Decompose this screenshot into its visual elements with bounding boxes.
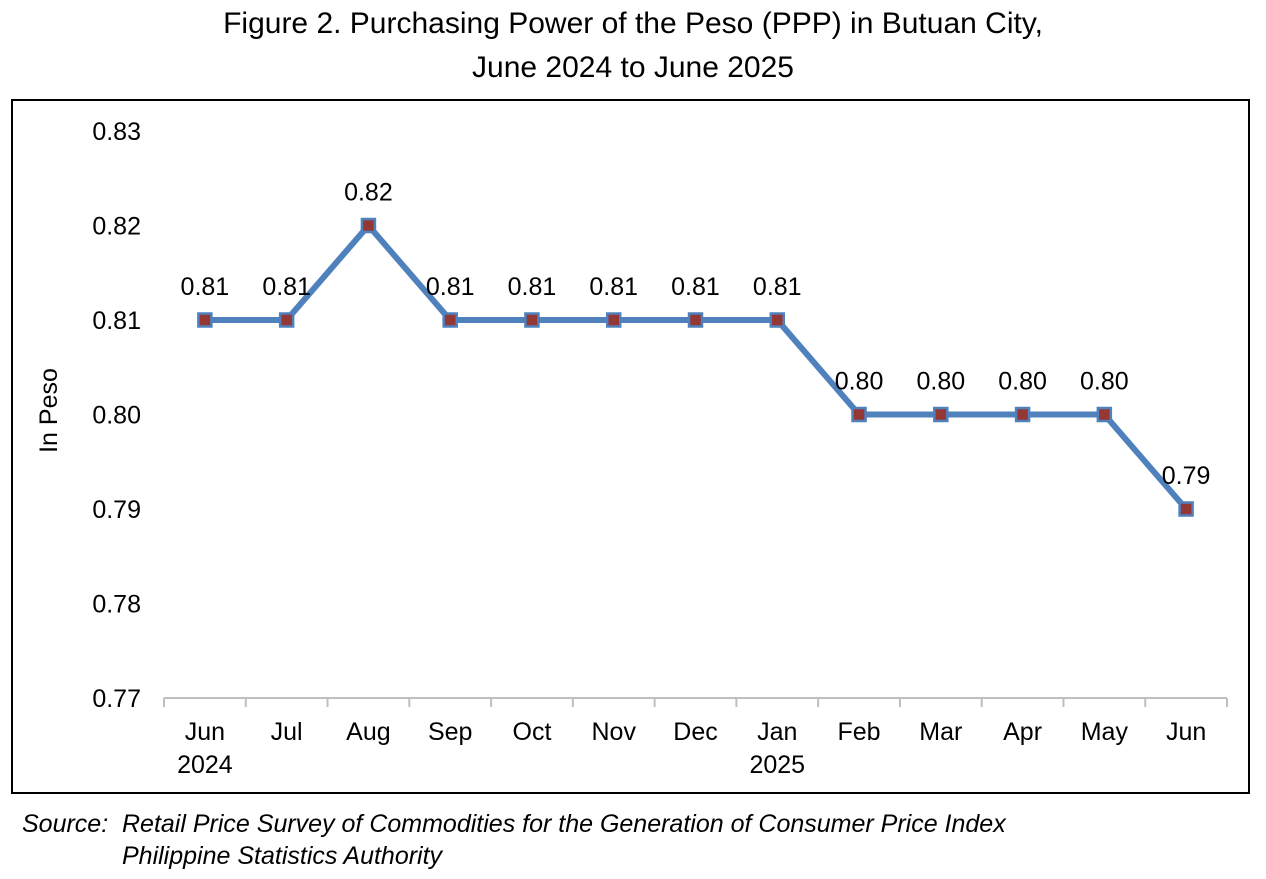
data-label: 0.80 (1080, 368, 1129, 396)
x-tick-label: Apr (1003, 718, 1042, 746)
x-tick-label: Jun (185, 718, 225, 746)
data-point (933, 406, 949, 423)
x-tick-label: Nov (591, 718, 636, 746)
data-point (1014, 406, 1031, 423)
data-label: 0.81 (589, 273, 638, 301)
x-tick-label: Jan (757, 718, 797, 746)
y-tick-label: 0.77 (92, 685, 141, 713)
x-tick-label: Mar (919, 718, 962, 746)
data-point (769, 312, 786, 328)
chart-frame (11, 99, 1250, 794)
data-point (278, 312, 295, 328)
data-point (1096, 406, 1113, 423)
y-tick-label: 0.80 (92, 402, 141, 430)
source-label: Source: (22, 810, 109, 838)
data-label: 0.81 (426, 273, 475, 301)
data-point (442, 312, 458, 328)
data-label: 0.80 (916, 368, 965, 396)
y-tick-label: 0.78 (92, 591, 141, 619)
data-label: 0.80 (835, 368, 884, 396)
data-point (851, 406, 867, 423)
x-tick-label: Jul (271, 718, 303, 746)
data-label: 0.79 (1162, 462, 1211, 490)
x-tick-year-label: 2025 (749, 751, 805, 779)
x-tick-label: Oct (513, 718, 552, 746)
x-tick-year-label: 2024 (177, 751, 233, 779)
y-axis-title: In Peso (35, 368, 63, 453)
y-tick-label: 0.82 (92, 213, 141, 241)
data-point (605, 312, 622, 328)
data-label: 0.80 (998, 368, 1047, 396)
data-label: 0.81 (181, 273, 230, 301)
y-tick-label: 0.83 (92, 118, 141, 146)
data-label: 0.81 (508, 273, 557, 301)
y-tick-label: 0.81 (92, 307, 141, 335)
x-tick-label: May (1081, 718, 1129, 746)
data-point (1178, 501, 1194, 517)
x-tick-label: Aug (346, 718, 390, 746)
data-label: 0.81 (671, 273, 720, 301)
data-label: 0.81 (753, 273, 802, 301)
y-tick-label: 0.79 (92, 496, 141, 524)
x-tick-label: Dec (673, 718, 717, 746)
data-point (197, 312, 213, 328)
data-point (687, 312, 704, 328)
source-line-1: Retail Price Survey of Commodities for t… (122, 810, 1006, 838)
x-tick-label: Sep (428, 718, 472, 746)
x-tick-label: Jun (1166, 718, 1206, 746)
data-point (360, 217, 377, 234)
data-label: 0.82 (344, 179, 393, 207)
data-label: 0.81 (262, 273, 311, 301)
source-line-2: Philippine Statistics Authority (122, 842, 443, 870)
x-tick-label: Feb (837, 718, 880, 746)
chart-title-line-1: Figure 2. Purchasing Power of the Peso (… (223, 7, 1043, 40)
chart-title-line-2: June 2024 to June 2025 (472, 51, 794, 84)
data-point (524, 312, 540, 328)
